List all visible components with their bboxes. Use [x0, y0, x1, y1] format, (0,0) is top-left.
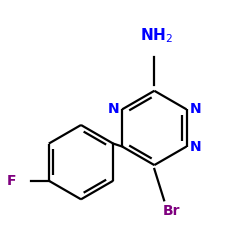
Text: NH$_2$: NH$_2$	[140, 26, 173, 45]
Text: N: N	[190, 102, 201, 116]
Text: Br: Br	[163, 204, 181, 218]
Text: F: F	[7, 174, 16, 188]
Text: N: N	[108, 102, 119, 116]
Text: N: N	[190, 140, 201, 153]
